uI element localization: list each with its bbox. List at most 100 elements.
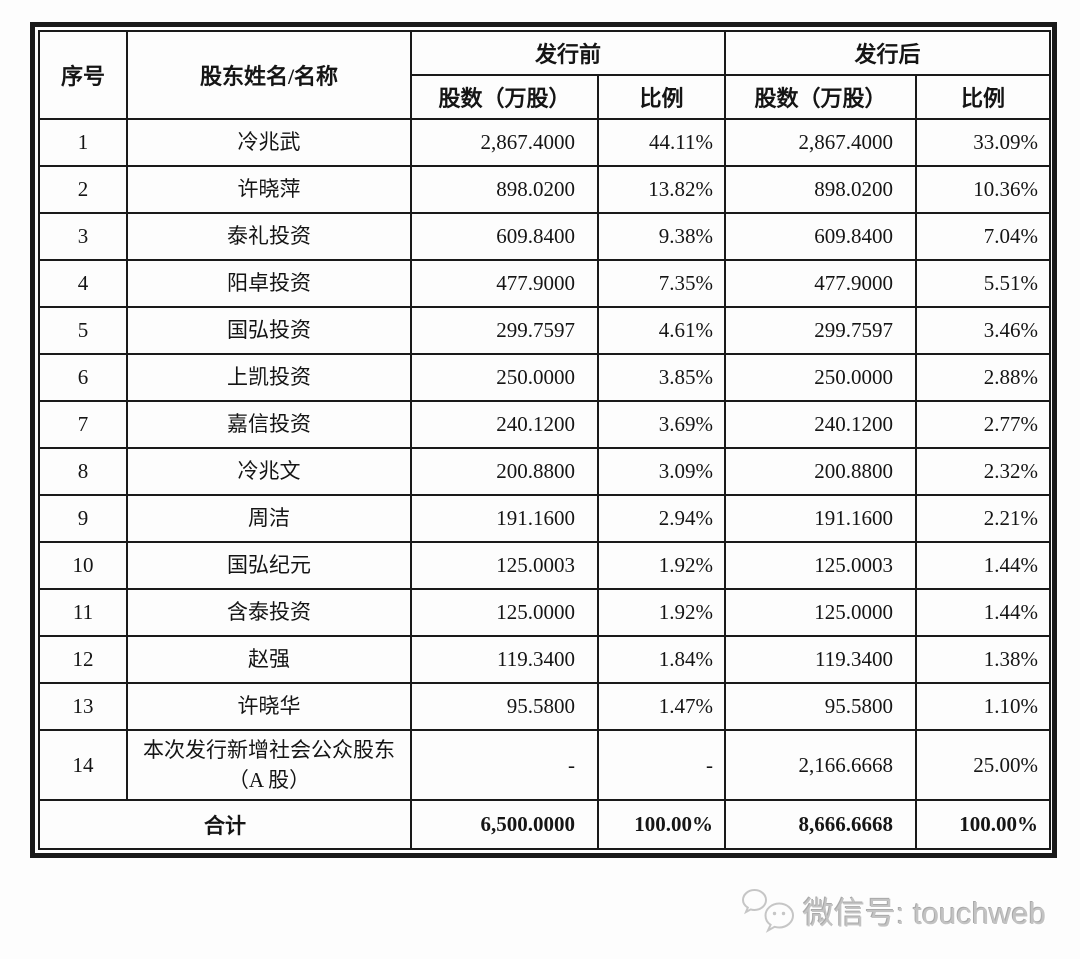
shares-before: 898.0200 — [410, 165, 599, 214]
total-label: 合计 — [38, 799, 412, 850]
ratio-after: 10.36% — [915, 165, 1052, 214]
table-row: 14 本次发行新增社会公众股东（A 股） - - 2,166.6668 25.0… — [38, 729, 1052, 801]
table-row: 3 泰礼投资 609.8400 9.38% 609.8400 7.04% — [38, 212, 1052, 261]
shareholder-name: 上凯投资 — [126, 353, 412, 402]
header-ratio-after: 比例 — [915, 74, 1052, 120]
shareholder-name: 许晓萍 — [126, 165, 412, 214]
table-row: 2 许晓萍 898.0200 13.82% 898.0200 10.36% — [38, 165, 1052, 214]
shareholder-name: 泰礼投资 — [126, 212, 412, 261]
shareholder-table-frame: 序号 股东姓名/名称 发行前 发行后 股数（万股） 比例 股数（万股） 比例 1… — [30, 22, 1057, 858]
shares-before: 2,867.4000 — [410, 118, 599, 167]
header-shares-before: 股数（万股） — [410, 74, 599, 120]
ratio-after: 5.51% — [915, 259, 1052, 308]
ratio-before: 3.69% — [596, 400, 727, 449]
shareholder-name: 本次发行新增社会公众股东（A 股） — [126, 729, 412, 801]
ratio-after: 2.32% — [915, 447, 1052, 496]
header-shareholder-name: 股东姓名/名称 — [126, 30, 412, 120]
shares-after: 119.3400 — [724, 635, 918, 684]
shareholder-name: 阳卓投资 — [126, 259, 412, 308]
table-row: 9 周洁 191.1600 2.94% 191.1600 2.21% — [38, 494, 1052, 543]
table-row: 11 含泰投资 125.0000 1.92% 125.0000 1.44% — [38, 588, 1052, 637]
ratio-after: 2.21% — [915, 494, 1052, 543]
row-index: 2 — [38, 165, 128, 214]
shares-after: 2,867.4000 — [724, 118, 918, 167]
total-shares-after: 8,666.6668 — [724, 799, 918, 850]
total-ratio-after: 100.00% — [915, 799, 1052, 850]
shares-after: 609.8400 — [724, 212, 918, 261]
ratio-after: 7.04% — [915, 212, 1052, 261]
shareholder-name: 周洁 — [126, 494, 412, 543]
table-row: 6 上凯投资 250.0000 3.85% 250.0000 2.88% — [38, 353, 1052, 402]
ratio-after: 1.10% — [915, 682, 1052, 731]
ratio-before: 7.35% — [596, 259, 727, 308]
row-index: 10 — [38, 541, 128, 590]
row-index: 6 — [38, 353, 128, 402]
shares-before: 95.5800 — [410, 682, 599, 731]
table-header: 序号 股东姓名/名称 发行前 发行后 股数（万股） 比例 股数（万股） 比例 — [38, 30, 1052, 120]
shareholder-name: 冷兆文 — [126, 447, 412, 496]
ratio-after: 1.44% — [915, 588, 1052, 637]
header-row-2: 股数（万股） 比例 股数（万股） 比例 — [39, 74, 1052, 120]
watermark: 微信号: touchweb — [742, 888, 1046, 933]
ratio-after: 2.88% — [915, 353, 1052, 402]
row-index: 13 — [38, 682, 128, 731]
ratio-before: 13.82% — [596, 165, 727, 214]
ratio-before: 2.94% — [596, 494, 727, 543]
shares-after: 240.1200 — [724, 400, 918, 449]
table-row: 4 阳卓投资 477.9000 7.35% 477.9000 5.51% — [38, 259, 1052, 308]
header-ratio-before: 比例 — [596, 74, 727, 120]
shares-after: 125.0000 — [724, 588, 918, 637]
ratio-after: 1.44% — [915, 541, 1052, 590]
watermark-label: 微信号: touchweb — [803, 896, 1046, 931]
ratio-before: 9.38% — [596, 212, 727, 261]
shares-after: 250.0000 — [724, 353, 918, 402]
table-row: 1 冷兆武 2,867.4000 44.11% 2,867.4000 33.09… — [38, 118, 1052, 167]
ratio-before: 1.84% — [596, 635, 727, 684]
header-index: 序号 — [38, 30, 128, 120]
ratio-before: 1.92% — [596, 588, 727, 637]
shares-before: 125.0000 — [410, 588, 599, 637]
shares-after: 191.1600 — [724, 494, 918, 543]
shares-before: 125.0003 — [410, 541, 599, 590]
table-row: 10 国弘纪元 125.0003 1.92% 125.0003 1.44% — [38, 541, 1052, 590]
header-after-issuance: 发行后 — [724, 30, 1052, 76]
shareholder-name: 嘉信投资 — [126, 400, 412, 449]
ratio-before: 1.92% — [596, 541, 727, 590]
shares-before: 609.8400 — [410, 212, 599, 261]
ratio-after: 3.46% — [915, 306, 1052, 355]
row-index: 7 — [38, 400, 128, 449]
wechat-icon — [742, 888, 795, 933]
row-index: 4 — [38, 259, 128, 308]
shares-after: 200.8800 — [724, 447, 918, 496]
ratio-before: - — [596, 729, 727, 801]
table-row: 8 冷兆文 200.8800 3.09% 200.8800 2.32% — [38, 447, 1052, 496]
table-row: 5 国弘投资 299.7597 4.61% 299.7597 3.46% — [38, 306, 1052, 355]
shares-after: 2,166.6668 — [724, 729, 918, 801]
total-shares-before: 6,500.0000 — [410, 799, 599, 850]
shareholder-name: 含泰投资 — [126, 588, 412, 637]
ratio-after: 33.09% — [915, 118, 1052, 167]
shares-before: 299.7597 — [410, 306, 599, 355]
ratio-before: 3.85% — [596, 353, 727, 402]
ratio-after: 25.00% — [915, 729, 1052, 801]
table-row: 12 赵强 119.3400 1.84% 119.3400 1.38% — [38, 635, 1052, 684]
ratio-before: 4.61% — [596, 306, 727, 355]
header-row-1: 序号 股东姓名/名称 发行前 发行后 — [38, 30, 1052, 120]
row-index: 5 — [38, 306, 128, 355]
row-index: 3 — [38, 212, 128, 261]
ratio-before: 3.09% — [596, 447, 727, 496]
header-shares-after: 股数（万股） — [724, 74, 918, 120]
shareholder-table: 序号 股东姓名/名称 发行前 发行后 股数（万股） 比例 股数（万股） 比例 1… — [38, 30, 1052, 850]
table-row: 13 许晓华 95.5800 1.47% 95.5800 1.10% — [38, 682, 1052, 731]
shareholder-name: 国弘纪元 — [126, 541, 412, 590]
ratio-before: 44.11% — [596, 118, 727, 167]
shareholder-name: 许晓华 — [126, 682, 412, 731]
shares-before: 191.1600 — [410, 494, 599, 543]
shares-before: 477.9000 — [410, 259, 599, 308]
shares-before: 119.3400 — [410, 635, 599, 684]
table-body: 1 冷兆武 2,867.4000 44.11% 2,867.4000 33.09… — [38, 118, 1052, 850]
total-row: 合计 6,500.0000 100.00% 8,666.6668 100.00% — [38, 799, 1052, 850]
shareholder-name: 冷兆武 — [126, 118, 412, 167]
ratio-after: 2.77% — [915, 400, 1052, 449]
